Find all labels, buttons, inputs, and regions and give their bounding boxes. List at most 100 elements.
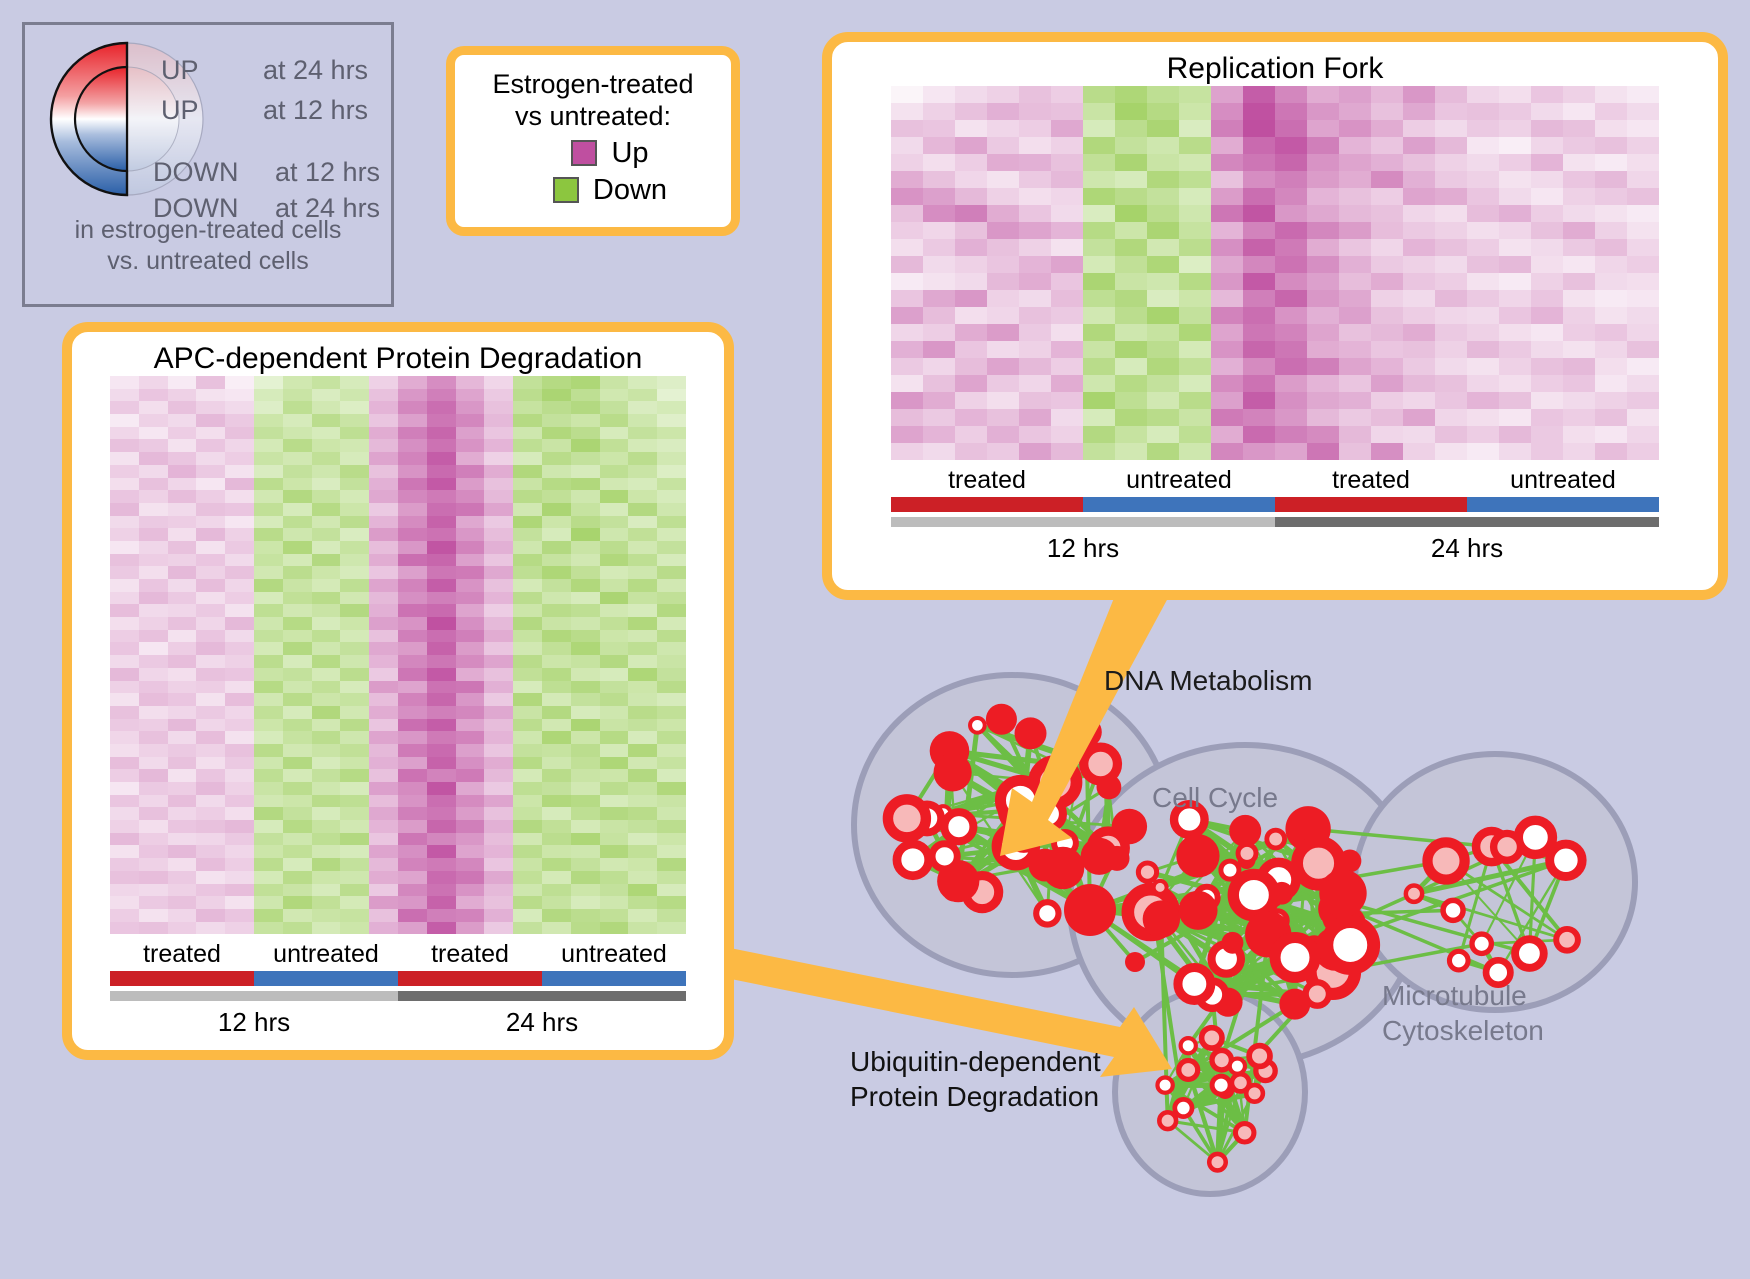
heatmap-cell	[225, 782, 254, 795]
heatmap-cell	[570, 667, 600, 681]
heatmap-cell	[340, 617, 370, 630]
heatmap-cell	[1371, 120, 1403, 137]
heatmap-cell	[987, 375, 1019, 392]
heatmap-cell	[599, 794, 629, 808]
heatmap-cell	[282, 642, 312, 656]
heatmap-cell	[311, 566, 341, 579]
heatmap-cell	[987, 256, 1019, 273]
group-label: treated	[431, 940, 509, 969]
heatmap-cell	[1019, 307, 1051, 324]
heatmap-cell	[1531, 188, 1563, 205]
heatmap-cell	[987, 307, 1019, 324]
heatmap-cell	[455, 566, 485, 579]
heatmap-cell	[311, 896, 341, 909]
heatmap-cell	[138, 921, 168, 935]
heatmap-cell	[311, 693, 341, 706]
heatmap-cell	[138, 782, 168, 795]
heatmap-cell	[955, 137, 987, 154]
heatmap-cell	[599, 477, 629, 491]
heatmap-cell	[311, 921, 341, 935]
heatmap-cell	[311, 756, 341, 770]
heatmap-cell	[1371, 375, 1403, 392]
heatmap-cell	[513, 566, 542, 579]
heatmap-cell	[225, 401, 254, 415]
heatmap-cell	[167, 921, 197, 935]
heatmap-cell	[657, 604, 686, 618]
heatmap-cell	[1499, 273, 1531, 290]
heatmap-cell	[426, 782, 456, 795]
heatmap-cell	[1307, 120, 1339, 137]
group-labels-apc: treated untreated treated untreated	[110, 940, 686, 969]
heatmap-cell	[484, 439, 514, 453]
heatmap-cell	[1595, 120, 1627, 137]
heatmap-cell	[426, 591, 456, 605]
heatmap-cell	[167, 832, 197, 846]
heatmap-cell	[1467, 307, 1499, 324]
heatmap-cell	[455, 807, 485, 821]
panel-replication-fork: Replication Fork treated untreated treated…	[822, 32, 1728, 600]
heatmap-cell	[891, 86, 923, 103]
heatmap-cell	[1403, 426, 1435, 443]
heatmap-cell	[1627, 188, 1659, 205]
heatmap-cell	[282, 769, 312, 782]
heatmap-cell	[1499, 239, 1531, 256]
heatmap-cell	[397, 566, 427, 579]
heatmap-cell	[426, 502, 456, 516]
heatmap-cell	[987, 426, 1019, 443]
treatment-bar-segment	[110, 971, 254, 987]
heatmap-cell	[1403, 222, 1435, 239]
heatmap-cell	[513, 553, 542, 567]
heatmap-cell	[484, 553, 514, 567]
heatmap-cell	[1531, 324, 1563, 341]
heatmap-cell	[513, 642, 542, 656]
heatmap-cell	[138, 477, 168, 491]
heatmap-cell	[1115, 171, 1147, 188]
heatmap-cell	[1275, 409, 1307, 426]
heatmap-cell	[570, 629, 600, 643]
heatmap-cell	[628, 705, 658, 719]
heatmap-cell	[1595, 426, 1627, 443]
heatmap-cell	[1499, 341, 1531, 358]
heatmap-cell	[599, 439, 629, 453]
heatmap-cell	[196, 414, 226, 427]
heatmap-cell	[657, 782, 686, 795]
heatmap-cell	[1627, 256, 1659, 273]
heatmap-cell	[397, 782, 427, 795]
treatment-color-bar-apc	[110, 971, 686, 987]
heatmap-cell	[1179, 171, 1211, 188]
heatmap-cell	[1371, 103, 1403, 120]
heatmap-cell	[1371, 341, 1403, 358]
heatmap-cell	[397, 376, 427, 389]
heatmap-cell	[1019, 375, 1051, 392]
updown-heading-line1: Estrogen-treated	[492, 69, 694, 99]
heatmap-cell	[311, 820, 341, 833]
heatmap-cell	[513, 832, 542, 846]
heatmap-cell	[541, 680, 571, 694]
timepoint-bar-segment	[398, 991, 686, 1002]
heatmap-cell	[397, 896, 427, 909]
heatmap-cell	[1627, 205, 1659, 222]
heatmap-cell	[1083, 239, 1115, 256]
heatmap-cell	[369, 401, 398, 415]
heatmap-cell	[1531, 443, 1563, 460]
heatmap-cell	[1339, 103, 1371, 120]
heatmap-cell	[1115, 137, 1147, 154]
heatmap-cell	[484, 693, 514, 706]
network-node	[1545, 839, 1587, 881]
heatmap-cell	[110, 426, 139, 440]
heatmap-cell	[628, 858, 658, 871]
heatmap-cell	[1307, 86, 1339, 103]
heatmap-cell	[1563, 154, 1595, 171]
heatmap-cell	[1147, 222, 1179, 239]
heatmap-cell	[455, 515, 485, 529]
heatmap-cell	[570, 807, 600, 821]
heatmap-cell	[1019, 273, 1051, 290]
heatmap-cell	[1243, 256, 1275, 273]
heatmap-cell	[1083, 375, 1115, 392]
heatmap-cell	[138, 718, 168, 732]
heatmap-cell	[1339, 375, 1371, 392]
heatmap-cell	[455, 439, 485, 453]
panel-title-apc: APC-dependent Protein Degradation	[153, 342, 643, 375]
heatmap-cell	[1627, 239, 1659, 256]
heatmap-cell	[1083, 171, 1115, 188]
